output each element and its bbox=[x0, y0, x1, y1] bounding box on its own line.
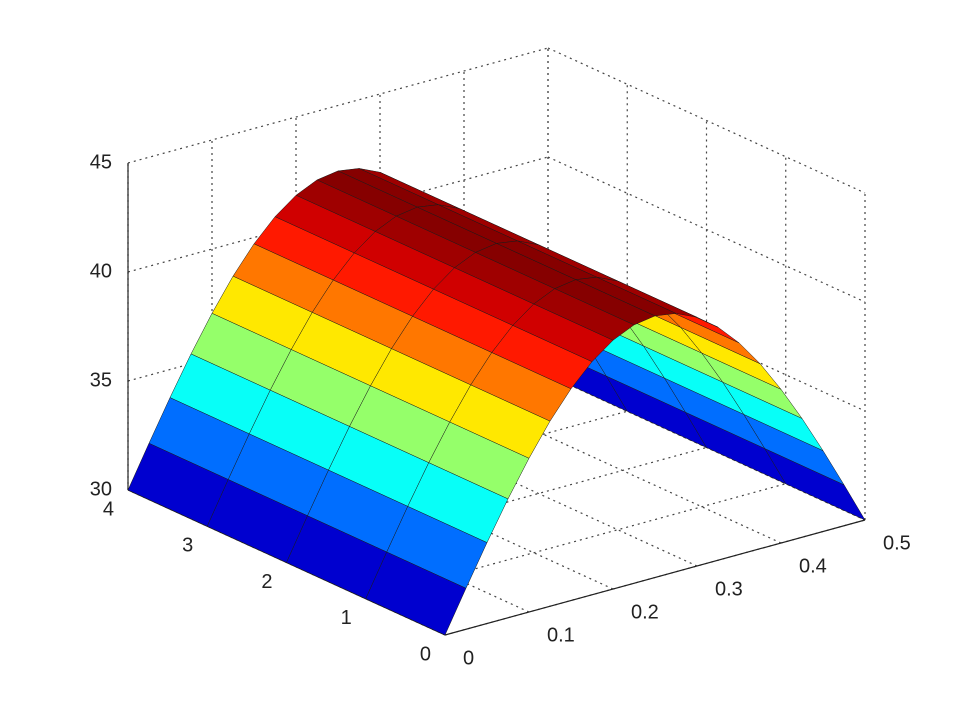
x-tick-label: 0.4 bbox=[799, 555, 827, 577]
z-tick-label: 45 bbox=[90, 151, 112, 173]
x-tick-label: 0 bbox=[463, 647, 474, 669]
z-tick-label: 35 bbox=[90, 369, 112, 391]
grid-line bbox=[127, 47, 549, 164]
x-tick-label: 0.5 bbox=[883, 532, 911, 554]
z-tick-label: 30 bbox=[90, 478, 112, 500]
y-tick-label: 3 bbox=[182, 535, 193, 557]
y-tick-label: 0 bbox=[420, 643, 431, 665]
grid-line bbox=[547, 47, 866, 194]
z-tick-label: 40 bbox=[90, 260, 112, 282]
surface-patch bbox=[365, 551, 467, 636]
grid-line bbox=[547, 156, 866, 303]
x-axis bbox=[444, 519, 866, 636]
y-tick-label: 1 bbox=[341, 607, 352, 629]
x-tick-label: 0.2 bbox=[631, 601, 659, 623]
x-tick-label: 0.1 bbox=[547, 624, 575, 646]
y-tick-label: 2 bbox=[261, 571, 272, 593]
x-tick-label: 0.3 bbox=[715, 578, 743, 600]
y-tick-label: 4 bbox=[103, 498, 114, 520]
grid-line bbox=[379, 420, 698, 567]
